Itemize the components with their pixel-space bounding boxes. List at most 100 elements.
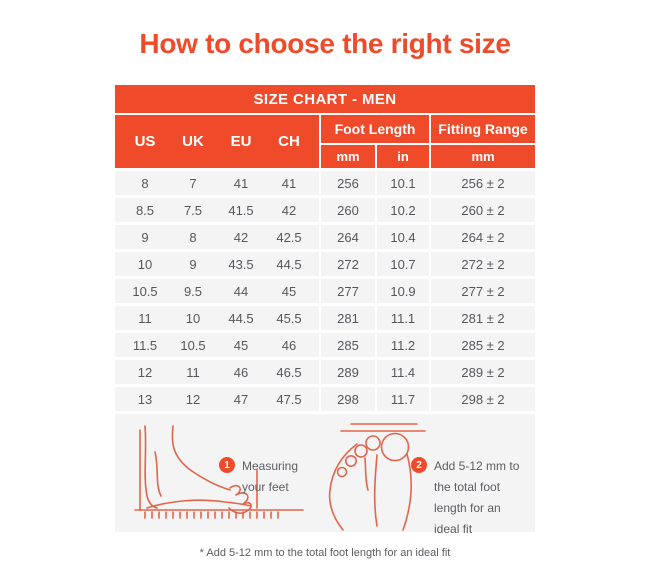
fitting-range-cell: 256 ± 2 (431, 171, 535, 195)
header-cell-uk: UK (182, 133, 204, 150)
size-cell: 44.5 (228, 310, 254, 326)
size-cell: 41.5 (228, 202, 254, 218)
foot-length-in-cell: 11.1 (377, 306, 429, 330)
size-cells: 8.5 7.5 41.5 42 (115, 198, 319, 222)
page-title: How to choose the right size (139, 28, 511, 59)
legend-add-allowance: 2 Add 5-12 mm to the total foot length f… (411, 456, 529, 540)
foot-side-measuring-icon (134, 425, 304, 519)
foot-length-in-cell: 11.2 (377, 333, 429, 357)
header-group-foot-length: Foot Length mm in (321, 115, 429, 168)
foot-length-in-cell: 10.9 (377, 279, 429, 303)
size-cell: 12 (185, 391, 201, 407)
size-cells: 11 10 44.5 45.5 (115, 306, 319, 330)
size-cell: 7 (189, 175, 197, 191)
table-row: 11 10 44.5 45.5 281 11.1 281 ± 2 (115, 306, 535, 330)
header-cell-eu: EU (230, 133, 252, 150)
size-cells: 10 9 43.5 44.5 (115, 252, 319, 276)
size-cell: 47 (233, 391, 249, 407)
size-cells: 8 7 41 41 (115, 171, 319, 195)
size-cell: 8 (141, 175, 149, 191)
size-cell: 42 (233, 229, 249, 245)
size-cell: 10 (137, 256, 153, 272)
table-row: 12 11 46 46.5 289 11.4 289 ± 2 (115, 360, 535, 384)
size-cell: 9 (189, 256, 197, 272)
size-cell: 45 (281, 283, 297, 299)
size-cell: 9 (141, 229, 149, 245)
foot-length-mm-cell: 272 (321, 252, 375, 276)
table-body: 8 7 41 41 256 10.1 256 ± 2 8.5 7.5 41.5 42 260 10.2 2… (115, 171, 535, 411)
size-cell: 44 (233, 283, 249, 299)
foot-length-in-cell: 10.7 (377, 252, 429, 276)
size-cell: 9.5 (183, 283, 203, 299)
size-chart-table: SIZE CHART - MEN US UK EU CH Foot Length… (115, 85, 535, 536)
foot-length-mm-cell: 289 (321, 360, 375, 384)
fitting-range-cell: 260 ± 2 (431, 198, 535, 222)
size-cell: 10.5 (180, 337, 206, 353)
header-cell-us: US (134, 133, 156, 150)
table-row: 11.5 10.5 45 46 285 11.2 285 ± 2 (115, 333, 535, 357)
legend-1-text: Measuring your feet (242, 459, 299, 494)
table-row: 8.5 7.5 41.5 42 260 10.2 260 ± 2 (115, 198, 535, 222)
table-row: 9 8 42 42.5 264 10.4 264 ± 2 (115, 225, 535, 249)
foot-top-view-icon (328, 423, 426, 531)
table-row: 13 12 47 47.5 298 11.7 298 ± 2 (115, 387, 535, 411)
size-cell: 11.5 (132, 337, 158, 353)
size-cell: 46 (233, 364, 249, 380)
size-cell: 8 (189, 229, 197, 245)
foot-length-mm-cell: 298 (321, 387, 375, 411)
size-cells: 10.5 9.5 44 45 (115, 279, 319, 303)
size-cell: 41 (233, 175, 249, 191)
footnote: * Add 5-12 mm to the total foot length f… (199, 547, 451, 559)
size-cell: 10.5 (132, 283, 158, 299)
unit-cell-in: in (377, 145, 429, 168)
table-header: US UK EU CH Foot Length mm in Fitting Ra… (115, 115, 535, 168)
foot-length-mm-cell: 264 (321, 225, 375, 249)
foot-length-mm-cell: 281 (321, 306, 375, 330)
foot-length-mm-cell: 256 (321, 171, 375, 195)
foot-length-mm-cell: 277 (321, 279, 375, 303)
foot-length-in-cell: 10.1 (377, 171, 429, 195)
legend-measuring-feet: 1 Measuring your feet (219, 456, 317, 498)
header-group-fitting-range: Fitting Range mm (431, 115, 535, 168)
foot-length-mm-cell: 260 (321, 198, 375, 222)
foot-length-in-cell: 11.4 (377, 360, 429, 384)
foot-length-in-cell: 10.4 (377, 225, 429, 249)
table-row: 8 7 41 41 256 10.1 256 ± 2 (115, 171, 535, 195)
size-cell: 43.5 (228, 256, 254, 272)
table-row: 10 9 43.5 44.5 272 10.7 272 ± 2 (115, 252, 535, 276)
size-cell: 7.5 (183, 202, 203, 218)
size-cell: 11 (138, 310, 152, 326)
fitting-range-label: Fitting Range (431, 115, 535, 143)
fitting-range-cell: 298 ± 2 (431, 387, 535, 411)
size-cell: 47.5 (276, 391, 302, 407)
size-cell: 45.5 (276, 310, 302, 326)
size-cell: 46.5 (276, 364, 302, 380)
foot-length-mm-cell: 285 (321, 333, 375, 357)
foot-length-label: Foot Length (321, 115, 429, 143)
illustration-row: 1 Measuring your feet 2 Add 5-12 mm to t… (115, 414, 535, 536)
fitting-range-unit-cell: mm (431, 145, 535, 168)
table-title-bar: SIZE CHART - MEN (115, 85, 535, 113)
size-cell: 46 (281, 337, 297, 353)
size-cell: 42.5 (276, 229, 302, 245)
size-cell: 8.5 (135, 202, 155, 218)
fitting-range-cell: 285 ± 2 (431, 333, 535, 357)
size-cells: 9 8 42 42.5 (115, 225, 319, 249)
size-cell: 10 (185, 310, 201, 326)
size-cell: 11 (186, 364, 200, 380)
step-2-badge-icon: 2 (411, 457, 427, 473)
header-cell-ch: CH (278, 133, 300, 150)
foot-length-in-cell: 11.7 (377, 387, 429, 411)
step-1-badge-icon: 1 (219, 457, 235, 473)
legend-2-text: Add 5-12 mm to the total foot length for… (434, 459, 520, 536)
size-cell: 44.5 (276, 256, 302, 272)
header-size-columns: US UK EU CH (115, 115, 319, 168)
fitting-range-cell: 289 ± 2 (431, 360, 535, 384)
fitting-range-cell: 277 ± 2 (431, 279, 535, 303)
size-cells: 11.5 10.5 45 46 (115, 333, 319, 357)
size-cell: 41 (281, 175, 297, 191)
foot-length-in-cell: 10.2 (377, 198, 429, 222)
size-cells: 12 11 46 46.5 (115, 360, 319, 384)
size-cell: 42 (281, 202, 297, 218)
fitting-range-cell: 281 ± 2 (431, 306, 535, 330)
